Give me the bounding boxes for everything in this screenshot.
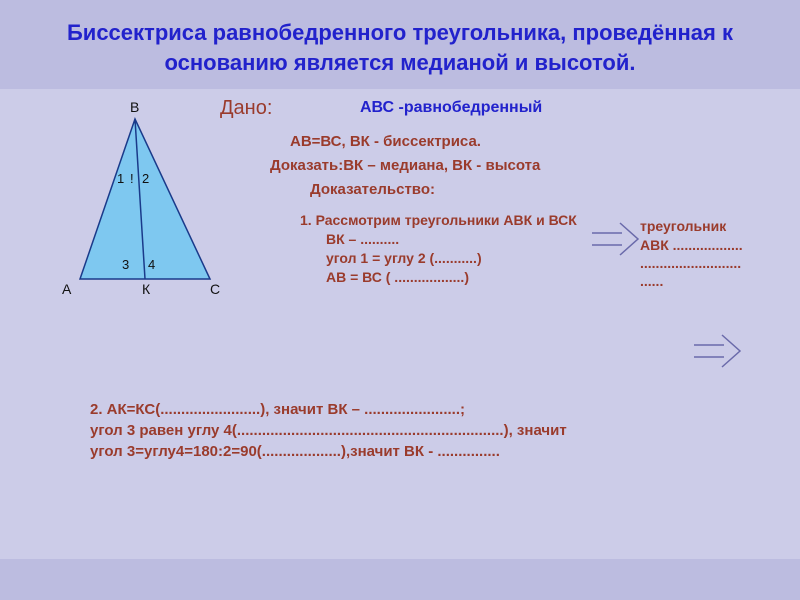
proof1-line4: АВ = ВС ( ..................) [300,268,620,287]
triangle-svg [50,109,220,309]
implication-arrow-1 [590,221,642,266]
angle-4-label: 4 [148,257,155,272]
proof-step-2: 2. АК=КС(........................), знач… [90,399,770,462]
vertex-b-label: В [130,99,139,115]
angle-excl-label: ! [130,171,134,186]
vertex-c-label: С [210,281,220,297]
vertex-k-label: К [142,281,150,297]
given-text: АВС -равнобедренный [360,99,542,117]
vertex-a-label: А [62,281,71,297]
conclusion-l1: треугольник [640,217,780,235]
given-label-text: Дано: [220,97,272,119]
proof2-line1: 2. АК=КС(........................), знач… [90,399,770,420]
proof-step-1: 1. Рассмотрим треугольники АВК и ВСК ВК … [300,211,620,287]
given-label: Дано: [220,97,272,120]
conclusion-l4: ...... [640,272,780,290]
proof1-line1: 1. Рассмотрим треугольники АВК и ВСК [300,211,620,230]
angle-1-label: 1 [117,171,124,186]
page-title: Биссектриса равнобедренного треугольника… [0,0,800,89]
proof1-line2: ВК – .......... [300,230,620,249]
proof2-line2: угол 3 равен углу 4(....................… [90,420,770,441]
proof-label: Доказательство: [310,181,435,198]
proof1-line3: угол 1 = углу 2 (...........) [300,249,620,268]
prove-line: Доказать:ВК – медиана, ВК - высота [270,157,540,174]
condition-line: АВ=ВС, ВК - биссектриса. [290,133,481,150]
conclusion-block: треугольник АВК .................. .....… [640,217,780,290]
conclusion-l2: АВК .................. [640,236,780,254]
angle-2-label: 2 [142,171,149,186]
conclusion-l3: .......................... [640,254,780,272]
implication-arrow-2 [692,333,744,378]
content-panel: В А С К 1 ! 2 3 4 Дано: АВС -равнобедрен… [0,89,800,559]
proof2-line3: угол 3=углу4=180:2=90(..................… [90,441,770,462]
triangle-diagram: В А С К 1 ! 2 3 4 [50,109,220,309]
angle-3-label: 3 [122,257,129,272]
